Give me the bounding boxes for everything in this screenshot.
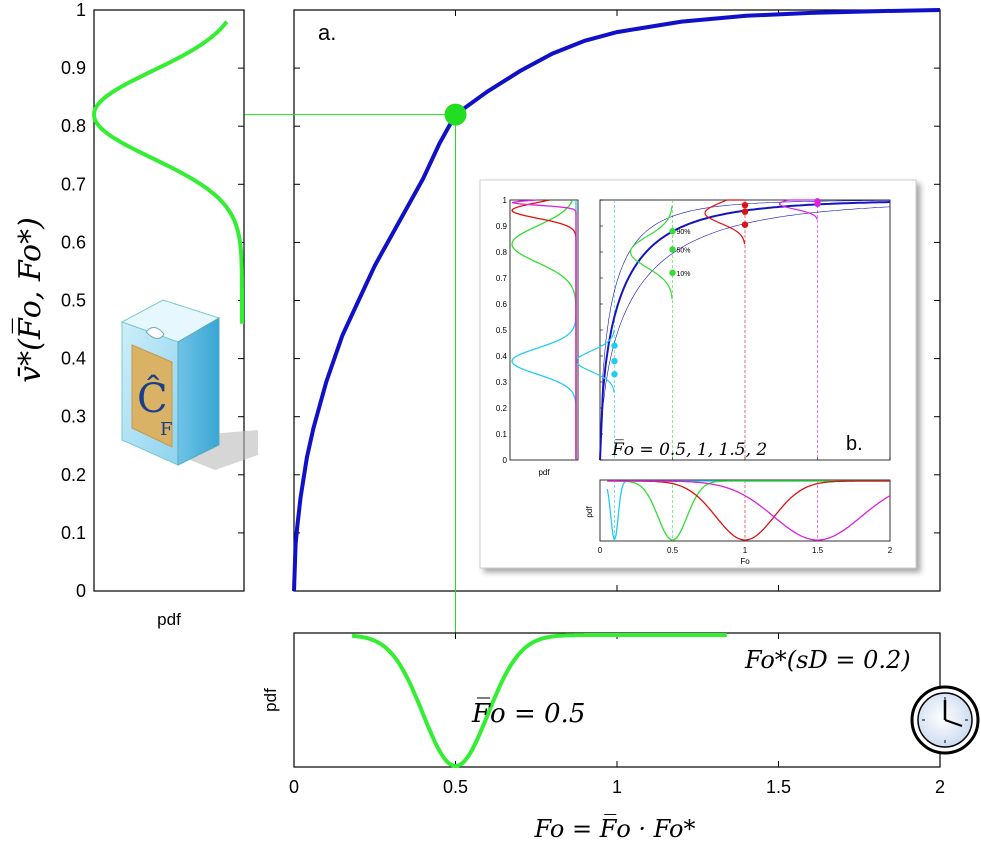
left-y-ticks: 0 0.1 0.2 0.3 0.4 0.5 0.6 0.7 0.8 0.9 1 — [61, 0, 244, 601]
ytick-label: 0.7 — [61, 174, 86, 194]
sd-annotation: Fo*(sD = 0.2) — [744, 646, 911, 674]
inset-marker — [611, 342, 618, 349]
ytick-label: 1 — [76, 0, 86, 20]
inset-ytick-label: 0.8 — [496, 248, 508, 257]
inset-pct-label: 50% — [677, 247, 691, 254]
inset-ytick-label: 0.4 — [496, 352, 508, 361]
main-ylabel: v̄*(F̅o, Fo*) — [12, 217, 48, 383]
inset-xtick-label: 0.5 — [667, 546, 679, 555]
bottom-x-ticks: 0 0.5 1 1.5 2 — [289, 633, 945, 797]
mean-annotation: F̅o = 0.5 — [471, 697, 585, 729]
xtick-label: 0.5 — [443, 777, 468, 797]
main-marker — [444, 103, 467, 126]
inset-marker — [669, 246, 676, 253]
left-frame — [93, 9, 245, 592]
xtick-label: 1 — [612, 777, 622, 797]
inset-ytick-label: 0.6 — [496, 300, 508, 309]
inset-ytick-label: 0.1 — [496, 430, 508, 439]
left-pdf-panel: 0 0.1 0.2 0.3 0.4 0.5 0.6 0.7 0.8 0.9 1 pdf v̄*(F̅… — [12, 0, 245, 629]
inset-xtick-label: 1 — [743, 546, 748, 555]
ytick-label: 0.5 — [61, 291, 86, 311]
main-curve — [292, 8, 941, 592]
bottom-pdf-panel: 0 0.5 1 1.5 2 pdf Fo = F̅o · Fo* F̅o = 0.5 F… — [261, 632, 945, 843]
panel-a-label: a. — [318, 20, 336, 45]
inset-bottom-xlabel: Fo — [740, 557, 750, 566]
left-pdf-curve — [91, 20, 244, 324]
inset-xtick-label: 2 — [888, 546, 893, 555]
inset-xtick-label: 1.5 — [812, 546, 824, 555]
ytick-label: 0.4 — [61, 349, 86, 369]
inset-left-magenta — [511, 199, 577, 460]
panel-b-label: b. — [846, 433, 863, 455]
inset-ytick-label: 1 — [503, 196, 508, 205]
inset-magenta-pdf — [778, 199, 818, 220]
xtick-label: 0 — [289, 777, 299, 797]
inset-bottom-magenta — [607, 480, 891, 541]
inset-left-frame — [509, 199, 579, 461]
ytick-label: 0.2 — [61, 465, 86, 485]
inset-ytick-label: 0.7 — [496, 274, 508, 283]
xtick-label: 2 — [935, 777, 945, 797]
inset-content: 0 0.1 0.2 0.3 0.4 0.5 0.6 0.7 0.8 0.9 1 pdf 0 0.5 1 1.5… — [496, 196, 893, 566]
inset-marker — [741, 208, 749, 215]
bottom-xlabel: Fo = F̅o · Fo* — [534, 815, 696, 843]
inset-ytick-label: 0 — [503, 456, 508, 465]
inset-ytick-label: 0.9 — [496, 222, 508, 231]
inset-marker — [611, 371, 618, 378]
inset-marker — [741, 221, 749, 228]
inset-pct-label: 90% — [677, 229, 691, 236]
box-icon: Ĉ F — [120, 257, 258, 470]
bottom-pdf-curve — [351, 633, 727, 769]
inset-bottom-ylabel: pdf — [585, 506, 594, 518]
xtick-label: 1.5 — [766, 777, 791, 797]
inset-green-pdf — [629, 206, 673, 299]
inset-marker — [741, 202, 749, 209]
inset-ytick-label: 0.2 — [496, 404, 508, 413]
ytick-label: 0.1 — [61, 523, 86, 543]
box-label: Ĉ — [137, 375, 168, 422]
inset-caption: F̅o = 0.5, 1, 1.5, 2 — [611, 439, 767, 460]
ytick-label: 0.3 — [61, 407, 86, 427]
ytick-label: 0.9 — [61, 58, 86, 78]
left-pdf-xlabel: pdf — [157, 610, 181, 629]
inset-marker — [669, 228, 676, 235]
inset-ytick-label: 0.5 — [496, 326, 508, 335]
inset-marker — [611, 358, 618, 365]
main-y-ticks — [294, 9, 940, 592]
inset-red-pdf — [704, 199, 746, 245]
inset-ytick-label: 0.3 — [496, 378, 508, 387]
clock-icon — [910, 685, 980, 755]
inset-xtick-label: 0 — [598, 546, 603, 555]
ytick-label: 0.6 — [61, 232, 86, 252]
box-sub: F — [160, 419, 173, 440]
inset-pct-label: 10% — [677, 271, 691, 278]
ytick-label: 0 — [76, 581, 86, 601]
inset-marker — [669, 269, 676, 276]
ytick-label: 0.8 — [61, 116, 86, 136]
bottom-pdf-ylabel: pdf — [261, 688, 280, 712]
inset-marker — [814, 200, 821, 208]
inset-left-xlabel: pdf — [538, 468, 550, 477]
